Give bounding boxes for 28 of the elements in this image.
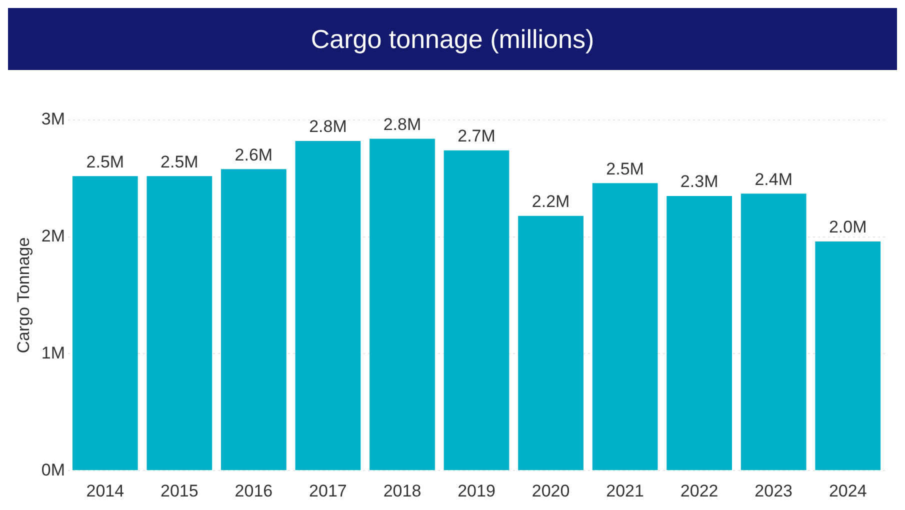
data-label: 2.5M [86, 152, 124, 172]
data-label: 2.5M [606, 159, 644, 178]
data-label: 2.8M [383, 114, 422, 134]
y-tick-label: 2M [41, 226, 66, 246]
x-tick-label: 2020 [532, 481, 570, 500]
x-tick-label: 2021 [606, 481, 644, 500]
y-tick-label: 1M [41, 343, 66, 362]
x-tick-label: 2015 [160, 481, 198, 500]
data-label: 2.5M [160, 152, 198, 172]
data-label: 2.3M [680, 172, 718, 192]
y-axis-title: Cargo Tonnage [14, 237, 33, 354]
data-label: 2.2M [532, 192, 570, 212]
y-tick-label: 0M [41, 460, 66, 480]
x-tick-label: 2022 [680, 481, 718, 500]
chart-title: Cargo tonnage (millions) [8, 8, 897, 70]
x-tick-label: 2016 [234, 481, 273, 500]
data-label: 2.6M [234, 145, 273, 164]
data-label: 2.7M [458, 126, 496, 146]
x-tick-label: 2019 [458, 481, 496, 500]
x-tick-label: 2018 [383, 481, 422, 500]
data-label: 2.0M [828, 218, 867, 237]
x-tick-label: 2024 [828, 481, 867, 500]
x-tick-label: 2023 [754, 481, 793, 500]
data-label: 2.4M [754, 170, 792, 189]
x-tick-label: 2014 [86, 481, 124, 500]
y-tick-label: 3M [41, 110, 66, 129]
data-label: 2.8M [309, 117, 347, 136]
x-tick-label: 2017 [309, 481, 347, 500]
